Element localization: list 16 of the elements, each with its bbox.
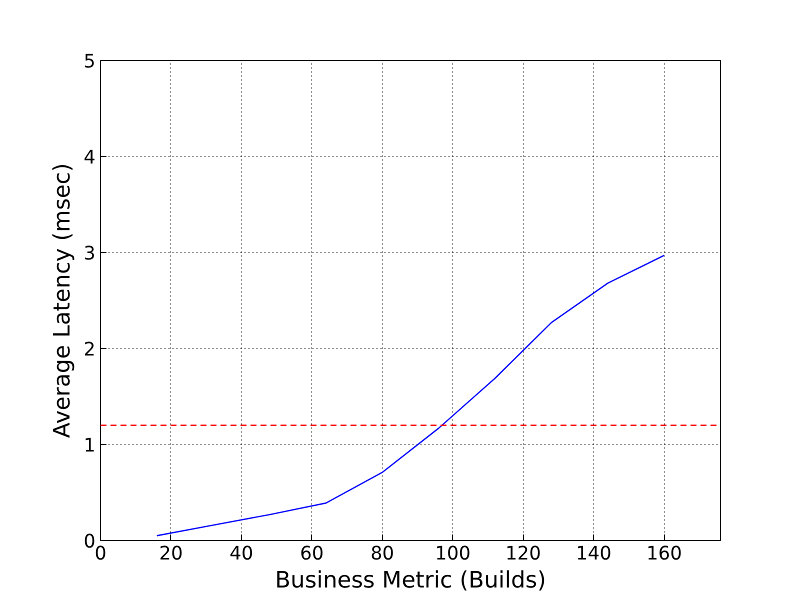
x-tick-label: 80	[370, 544, 394, 564]
y-tick-label: 4	[84, 148, 96, 168]
y-tick-label: 5	[84, 52, 96, 72]
x-tick-label: 100	[434, 544, 471, 564]
y-tick-label: 3	[84, 244, 96, 264]
x-tick-label: 140	[576, 544, 612, 564]
x-tick-label: 120	[505, 544, 542, 564]
x-tick-label: 20	[159, 544, 183, 564]
x-tick-label: 60	[300, 544, 324, 564]
y-tick-label: 2	[84, 340, 96, 360]
x-tick-label: 160	[646, 544, 682, 564]
y-axis-title: Average Latency (msec)	[50, 163, 76, 438]
x-axis-title: Business Metric (Builds)	[274, 568, 546, 594]
x-tick-label: 40	[230, 544, 254, 564]
y-tick-label: 1	[84, 436, 96, 456]
line-series	[156, 254, 665, 536]
